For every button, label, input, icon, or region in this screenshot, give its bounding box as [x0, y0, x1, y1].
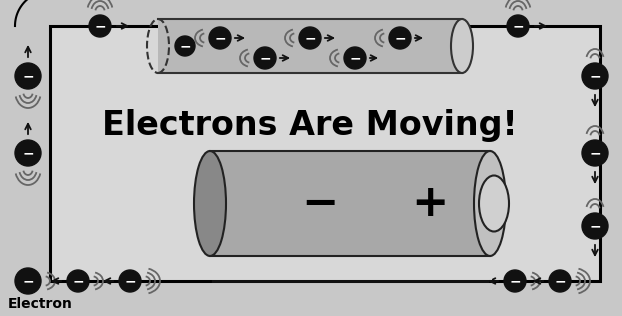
- Text: −: −: [589, 219, 601, 233]
- Circle shape: [15, 63, 41, 89]
- Text: −: −: [22, 146, 34, 160]
- Text: −: −: [259, 51, 271, 65]
- Circle shape: [254, 47, 276, 69]
- Circle shape: [549, 270, 571, 292]
- Text: −: −: [22, 69, 34, 83]
- Text: −: −: [302, 182, 338, 225]
- Circle shape: [389, 27, 411, 49]
- Circle shape: [67, 270, 89, 292]
- Ellipse shape: [474, 151, 506, 256]
- Text: −: −: [124, 274, 136, 288]
- Ellipse shape: [451, 19, 473, 73]
- Text: +: +: [411, 182, 448, 225]
- Circle shape: [89, 15, 111, 37]
- Text: −: −: [509, 274, 521, 288]
- Text: −: −: [349, 51, 361, 65]
- Text: −: −: [554, 274, 566, 288]
- Circle shape: [344, 47, 366, 69]
- Circle shape: [119, 270, 141, 292]
- Text: Electron: Electron: [8, 297, 73, 311]
- Circle shape: [582, 213, 608, 239]
- Text: −: −: [214, 31, 226, 45]
- Text: −: −: [589, 69, 601, 83]
- Bar: [50, 26, 600, 281]
- Circle shape: [15, 140, 41, 166]
- Text: −: −: [22, 274, 34, 288]
- Ellipse shape: [479, 175, 509, 232]
- Text: −: −: [179, 39, 191, 53]
- Circle shape: [582, 140, 608, 166]
- Bar: [158, 19, 462, 73]
- Circle shape: [209, 27, 231, 49]
- Text: −: −: [304, 31, 316, 45]
- Circle shape: [299, 27, 321, 49]
- Circle shape: [582, 63, 608, 89]
- Circle shape: [507, 15, 529, 37]
- Bar: [210, 151, 490, 256]
- Text: −: −: [394, 31, 406, 45]
- Text: −: −: [589, 146, 601, 160]
- Circle shape: [175, 36, 195, 56]
- Text: Electrons Are Moving!: Electrons Are Moving!: [102, 110, 518, 143]
- Circle shape: [15, 268, 41, 294]
- Ellipse shape: [194, 151, 226, 256]
- Text: −: −: [72, 274, 84, 288]
- Circle shape: [504, 270, 526, 292]
- Text: −: −: [94, 19, 106, 33]
- Text: −: −: [512, 19, 524, 33]
